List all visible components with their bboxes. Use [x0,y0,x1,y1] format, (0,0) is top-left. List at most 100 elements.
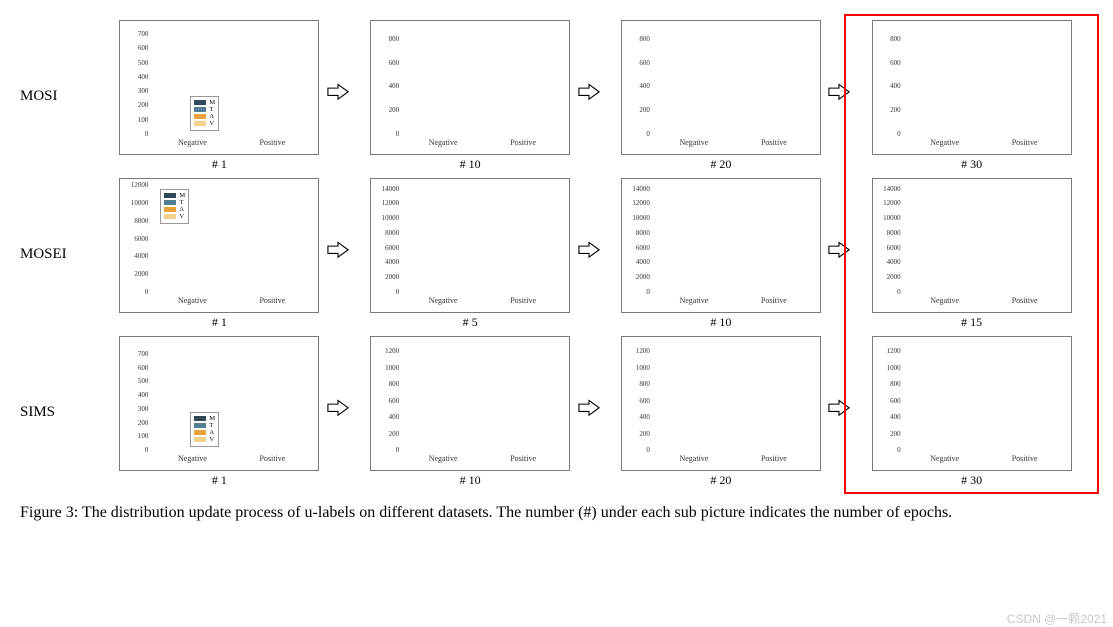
y-tick: 6000 [134,235,148,243]
y-tick: 4000 [887,258,901,266]
y-tick: 0 [897,130,901,138]
legend-swatch [194,114,206,119]
legend-swatch [194,100,206,105]
x-tick: Negative [905,452,985,470]
epoch-label: # 10 [460,473,481,488]
chart-cell: 020040060080010001200NegativePositive# 3… [850,336,1093,488]
chart-cell: 020040060080010001200NegativePositive# 1… [349,336,592,488]
y-tick: 200 [389,430,400,438]
y-tick: 800 [890,380,901,388]
y-tick: 0 [396,288,400,296]
y-tick: 800 [389,380,400,388]
chart-cell: 02000400060008000100001200014000Negative… [349,178,592,330]
y-tick: 12000 [382,199,400,207]
y-tick: 8000 [887,229,901,237]
y-tick: 10000 [632,214,650,222]
legend-swatch [164,200,176,205]
chart-cell: 0200400600800NegativePositive# 30 [850,20,1093,172]
y-tick: 0 [646,288,650,296]
y-tick: 300 [138,405,149,413]
epoch-label: # 1 [212,157,227,172]
y-tick: 400 [639,413,650,421]
x-tick: Negative [403,136,483,154]
y-tick: 200 [890,106,901,114]
y-tick: 0 [145,130,149,138]
y-tick: 600 [639,59,650,67]
y-tick: 0 [145,288,149,296]
chart-cell: 0100200300400500600700NegativePositiveMT… [98,20,341,172]
arrow-icon [327,83,349,105]
epoch-label: # 20 [710,473,731,488]
legend-label: A [209,113,214,120]
chart-cell: 020004000600080001000012000NegativePosit… [98,178,341,330]
legend-swatch [194,430,206,435]
chart-cell: 020040060080010001200NegativePositive# 2… [600,336,843,488]
legend-label: V [209,120,214,127]
y-tick: 1200 [385,347,399,355]
y-tick: 14000 [883,185,901,193]
arrow-icon [578,399,600,421]
legend-swatch [194,423,206,428]
legend-label: V [179,213,184,220]
chart-cell: 0100200300400500600700NegativePositiveMT… [98,336,341,488]
y-tick: 200 [138,419,149,427]
y-tick: 500 [138,59,149,67]
y-tick: 400 [389,413,400,421]
y-tick: 0 [396,130,400,138]
y-tick: 10000 [131,199,149,207]
y-tick: 400 [890,82,901,90]
y-tick: 14000 [382,185,400,193]
epoch-label: # 20 [710,157,731,172]
y-tick: 10000 [382,214,400,222]
row-label-mosei: MOSEI [20,246,90,263]
chart-cell: 0200400600800NegativePositive# 10 [349,20,592,172]
x-tick: Negative [654,294,734,312]
y-tick: 800 [639,380,650,388]
epoch-label: # 30 [961,157,982,172]
y-tick: 14000 [632,185,650,193]
y-tick: 300 [138,87,149,95]
y-tick: 4000 [134,252,148,260]
y-tick: 0 [897,446,901,454]
chart-grid: MOSI0100200300400500600700NegativePositi… [20,20,1093,488]
y-tick: 200 [639,430,650,438]
arrow-icon [828,399,850,421]
x-tick: Negative [905,294,985,312]
legend-swatch [194,121,206,126]
y-tick: 200 [138,101,149,109]
bar-chart: 020040060080010001200NegativePositive [370,336,570,471]
legend-label: T [209,106,213,113]
y-tick: 0 [145,446,149,454]
y-tick: 6000 [887,244,901,252]
x-tick: Positive [232,294,312,312]
y-tick: 600 [389,397,400,405]
bar-chart: 02000400060008000100001200014000Negative… [621,178,821,313]
legend: MTAV [190,96,219,131]
bar-chart: 02000400060008000100001200014000Negative… [872,178,1072,313]
y-tick: 600 [138,44,149,52]
y-tick: 0 [897,288,901,296]
y-tick: 200 [389,106,400,114]
chart-cell: 02000400060008000100001200014000Negative… [850,178,1093,330]
bar-chart: 02000400060008000100001200014000Negative… [370,178,570,313]
x-tick: Negative [152,294,232,312]
x-tick: Negative [654,136,734,154]
figure-caption: Figure 3: The distribution update proces… [20,502,1093,524]
legend-swatch [194,437,206,442]
x-tick: Negative [152,136,232,154]
y-tick: 1000 [636,364,650,372]
y-tick: 0 [646,130,650,138]
y-tick: 400 [890,413,901,421]
y-tick: 400 [138,73,149,81]
bar-chart: 020040060080010001200NegativePositive [872,336,1072,471]
row-label-sims: SIMS [20,404,90,421]
bar-chart: 0200400600800NegativePositive [370,20,570,155]
x-tick: Negative [654,452,734,470]
x-tick: Positive [985,294,1065,312]
x-tick: Positive [483,136,563,154]
epoch-label: # 1 [212,315,227,330]
y-tick: 10000 [883,214,901,222]
x-tick: Positive [985,136,1065,154]
legend-label: M [179,192,185,199]
x-tick: Positive [232,452,312,470]
